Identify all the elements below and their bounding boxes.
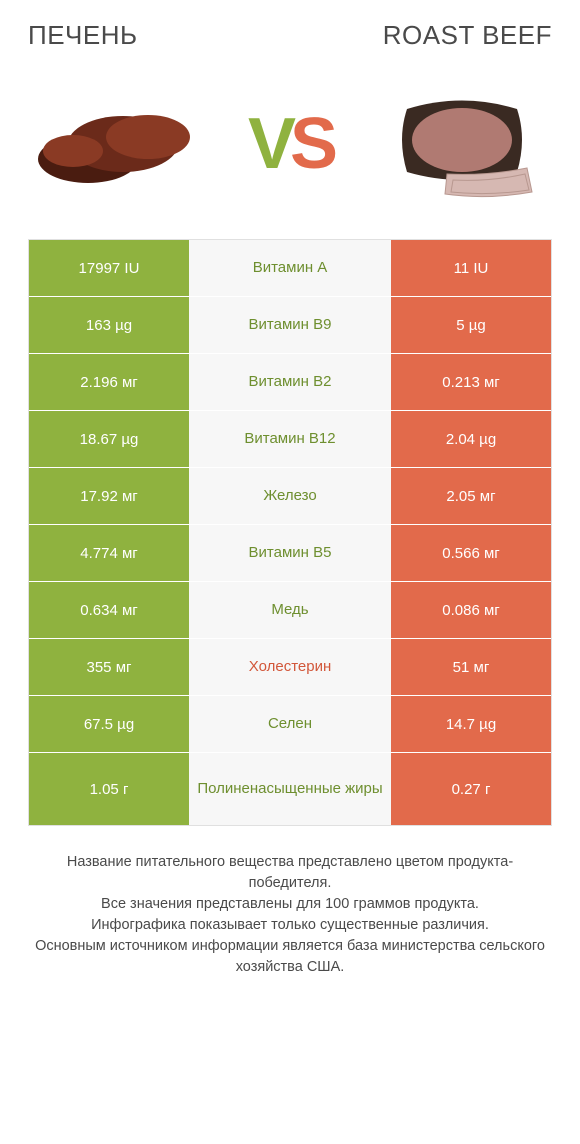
nutrient-name: Холестерин	[189, 639, 391, 695]
vs-s: S	[290, 104, 332, 184]
value-left: 1.05 г	[29, 753, 189, 825]
nutrient-name: Полиненасыщенные жиры	[189, 753, 391, 825]
liver-image	[28, 84, 208, 204]
value-right: 0.566 мг	[391, 525, 551, 581]
footer-line: Основным источником информации является …	[34, 936, 546, 978]
table-row: 67.5 µgСелен14.7 µg	[29, 696, 551, 753]
roast-beef-image	[372, 84, 552, 204]
footer-notes: Название питательного вещества представл…	[28, 852, 552, 978]
table-row: 1.05 гПолиненасыщенные жиры0.27 г	[29, 753, 551, 825]
value-right: 0.27 г	[391, 753, 551, 825]
value-left: 2.196 мг	[29, 354, 189, 410]
nutrient-name: Селен	[189, 696, 391, 752]
hero-row: VS	[28, 79, 552, 209]
value-right: 11 IU	[391, 240, 551, 296]
nutrient-name: Железо	[189, 468, 391, 524]
title-left: ПЕЧЕНЬ	[28, 20, 138, 51]
nutrient-name: Витамин B2	[189, 354, 391, 410]
value-left: 0.634 мг	[29, 582, 189, 638]
value-right: 5 µg	[391, 297, 551, 353]
nutrient-name: Медь	[189, 582, 391, 638]
table-row: 0.634 мгМедь0.086 мг	[29, 582, 551, 639]
value-left: 17.92 мг	[29, 468, 189, 524]
value-right: 0.086 мг	[391, 582, 551, 638]
nutrient-name: Витамин A	[189, 240, 391, 296]
table-row: 163 µgВитамин B95 µg	[29, 297, 551, 354]
value-right: 51 мг	[391, 639, 551, 695]
value-left: 355 мг	[29, 639, 189, 695]
nutrient-name: Витамин B12	[189, 411, 391, 467]
footer-line: Инфографика показывает только существенн…	[34, 915, 546, 936]
footer-line: Все значения представлены для 100 граммо…	[34, 894, 546, 915]
footer-line: Название питательного вещества представл…	[34, 852, 546, 894]
value-left: 4.774 мг	[29, 525, 189, 581]
table-row: 18.67 µgВитамин B122.04 µg	[29, 411, 551, 468]
value-left: 67.5 µg	[29, 696, 189, 752]
table-row: 2.196 мгВитамин B20.213 мг	[29, 354, 551, 411]
vs-label: VS	[248, 103, 332, 185]
vs-v: V	[248, 104, 290, 184]
table-row: 17.92 мгЖелезо2.05 мг	[29, 468, 551, 525]
table-row: 355 мгХолестерин51 мг	[29, 639, 551, 696]
title-right: ROAST BEEF	[383, 20, 552, 51]
value-left: 17997 IU	[29, 240, 189, 296]
value-right: 2.04 µg	[391, 411, 551, 467]
nutrient-name: Витамин B9	[189, 297, 391, 353]
nutrient-name: Витамин B5	[189, 525, 391, 581]
table-row: 17997 IUВитамин A11 IU	[29, 240, 551, 297]
value-left: 163 µg	[29, 297, 189, 353]
value-right: 14.7 µg	[391, 696, 551, 752]
table-row: 4.774 мгВитамин B50.566 мг	[29, 525, 551, 582]
value-left: 18.67 µg	[29, 411, 189, 467]
comparison-table: 17997 IUВитамин A11 IU163 µgВитамин B95 …	[28, 239, 552, 826]
header-titles: ПЕЧЕНЬ ROAST BEEF	[28, 20, 552, 51]
value-right: 0.213 мг	[391, 354, 551, 410]
value-right: 2.05 мг	[391, 468, 551, 524]
